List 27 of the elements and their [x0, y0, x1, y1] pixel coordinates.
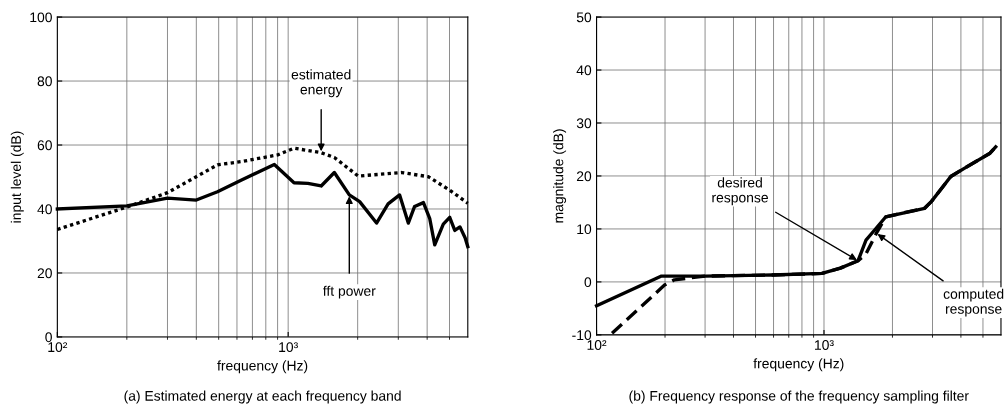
y-tick-label: 0	[45, 332, 52, 343]
y-tick-label: 40	[576, 65, 592, 76]
y-tick-label: 50	[576, 12, 592, 23]
text: (a) Estimated energy at each frequency band	[124, 390, 401, 404]
x-tick-label: 10³	[279, 342, 298, 353]
y-tick-label: 40	[37, 204, 52, 215]
x-tick-label: 10²	[587, 340, 607, 350]
y-tick-label: 10	[577, 224, 592, 235]
y-axis-title: magnitude (dB)	[553, 129, 567, 223]
y-tick-label: -10	[572, 330, 592, 341]
text: fft power	[322, 285, 376, 299]
text: (b) Frequency response of the frequency sampling filter	[629, 390, 969, 404]
x-axis-title: frequency (Hz)	[217, 360, 308, 374]
y-tick-label: 100	[30, 12, 52, 23]
y-tick-label: 20	[37, 268, 52, 279]
x-tick-label: 10²	[48, 342, 68, 353]
y-tick-label: 60	[37, 140, 52, 151]
y-tick-label: 0	[584, 277, 592, 288]
x-axis-title: frequency (Hz)	[753, 358, 844, 372]
y-axis-title: input level (dB)	[10, 131, 24, 223]
y-tick-label: 80	[37, 76, 52, 87]
annotation: desired response	[712, 177, 768, 206]
y-tick-label: 30	[576, 118, 592, 129]
x-tick-label: 10³	[815, 340, 834, 350]
annotation: computed response	[943, 288, 1004, 317]
y-tick-label: 20	[576, 171, 592, 182]
text: estimated energy	[291, 69, 351, 98]
